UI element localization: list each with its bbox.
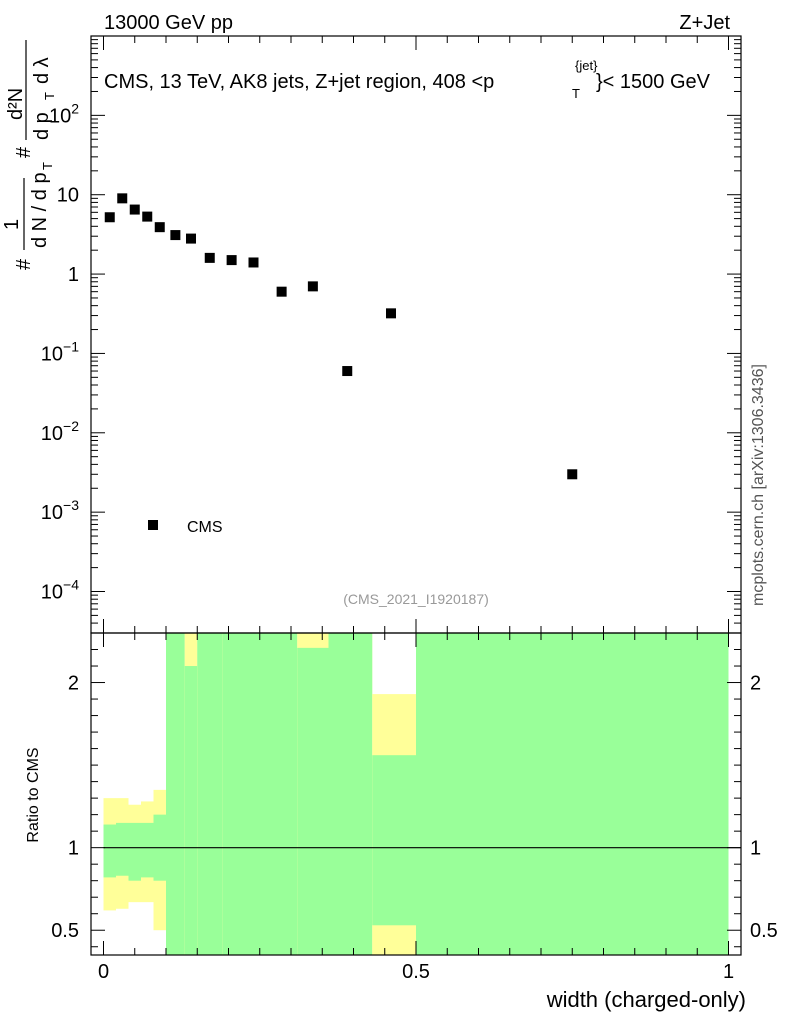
ratio-band-inner-2 xyxy=(128,822,141,881)
legend-marker-cms xyxy=(148,520,158,530)
ratio-y-tick-label-left-0: 0.5 xyxy=(51,920,79,942)
data-point-11 xyxy=(307,281,318,292)
main-y-tick-label-0: 102 xyxy=(49,100,79,127)
main-ylabel: # 1 d N / d p T # d²N d p T d λ xyxy=(1,40,57,270)
data-point-5 xyxy=(170,230,181,241)
ratio-band-inner-10 xyxy=(266,633,298,955)
data-point-2 xyxy=(129,204,140,215)
data-point-7 xyxy=(204,252,215,263)
main-y-tick-label-6: 10−4 xyxy=(41,577,79,604)
data-points xyxy=(104,193,578,480)
side-label: mcplots.cern.ch [arXiv:1306.3436] xyxy=(750,364,767,606)
plot-title-suffix: }< 1500 GeV xyxy=(596,71,711,93)
main-y-tick-label-5: 10−3 xyxy=(41,497,79,524)
data-point-13 xyxy=(386,308,396,319)
ratio-bands xyxy=(103,633,729,955)
main-y-tick-label-2: 1 xyxy=(68,264,79,286)
ratio-band-inner-3 xyxy=(141,822,154,878)
ylabel-hash-2: # xyxy=(13,146,35,158)
ratio-band-inner-11 xyxy=(297,647,329,955)
tick-labels: 0 0.5 1 102 10 1 10−1 10−2 10−3 10−4 0.5 0.5 1 1 2 2 xyxy=(41,100,778,983)
ratio-band-inner-12 xyxy=(328,633,373,955)
ratio-band-inner-14 xyxy=(416,633,729,955)
ratio-band-inner-6 xyxy=(184,666,198,955)
data-point-6 xyxy=(186,233,196,244)
ratio-y-tick-label-right-2: 2 xyxy=(750,673,761,695)
data-point-1 xyxy=(117,193,128,204)
ylabel-dp: d p xyxy=(31,112,53,140)
ratio-band-inner-5 xyxy=(166,633,185,955)
ratio-band-inner-0 xyxy=(103,824,116,878)
x-tick-label-2: 1 xyxy=(723,961,734,983)
x-axis-label: width (charged-only) xyxy=(546,987,746,1012)
data-point-14 xyxy=(567,469,578,480)
ratio-y-tick-label-left-2: 2 xyxy=(68,673,79,695)
ylabel-one: 1 xyxy=(1,219,23,230)
ylabel-hash-1: # xyxy=(13,258,35,270)
legend-label-cms: CMS xyxy=(187,519,223,536)
header-left: 13000 GeV pp xyxy=(104,12,233,34)
main-plot-frame xyxy=(90,35,742,634)
plot-title: CMS, 13 TeV, AK8 jets, Z+jet region, 408… xyxy=(104,71,494,93)
ratio-y-tick-label-right-0: 0.5 xyxy=(750,920,778,942)
header-right: Z+Jet xyxy=(679,12,730,34)
main-y-tick-label-3: 10−1 xyxy=(41,338,79,365)
data-point-10 xyxy=(276,286,287,297)
ratio-y-tick-label-right-1: 1 xyxy=(750,838,761,860)
data-point-12 xyxy=(342,366,353,377)
plot-title-sup: {jet} xyxy=(575,58,598,73)
ratio-band-inner-1 xyxy=(116,822,129,876)
ratio-band-inner-9 xyxy=(241,633,266,955)
data-point-8 xyxy=(226,255,237,266)
plot-title-p: p xyxy=(483,71,494,93)
plot-title-prefix: CMS, 13 TeV, AK8 jets, Z+jet region, 408… xyxy=(104,71,483,93)
data-point-0 xyxy=(104,212,115,223)
ylabel-t-2: T xyxy=(42,92,57,100)
ratio-ylabel: Ratio to CMS xyxy=(25,747,42,842)
x-tick-label-0: 0 xyxy=(98,961,109,983)
ylabel-dn-dpt: d N / d p xyxy=(29,172,51,248)
ylabel-t-1: T xyxy=(40,162,55,170)
ratio-band-inner-13 xyxy=(372,755,416,926)
axis-ticks xyxy=(91,35,741,955)
x-tick-label-1: 0.5 xyxy=(402,961,430,983)
plot-title-sub: T xyxy=(572,86,580,101)
ylabel-d2n: d²N xyxy=(5,88,27,120)
data-point-3 xyxy=(142,211,153,222)
ratio-band-inner-8 xyxy=(222,633,241,955)
data-point-9 xyxy=(248,257,259,268)
main-y-tick-label-4: 10−2 xyxy=(41,418,79,445)
legend xyxy=(148,520,158,530)
data-point-4 xyxy=(154,222,165,233)
ratio-band-inner-7 xyxy=(197,633,223,955)
analysis-tag: (CMS_2021_I1920187) xyxy=(343,591,489,607)
main-y-tick-label-1: 10 xyxy=(57,185,79,207)
ratio-y-tick-label-left-1: 1 xyxy=(68,838,79,860)
ylabel-dlambda: d λ xyxy=(31,57,53,84)
